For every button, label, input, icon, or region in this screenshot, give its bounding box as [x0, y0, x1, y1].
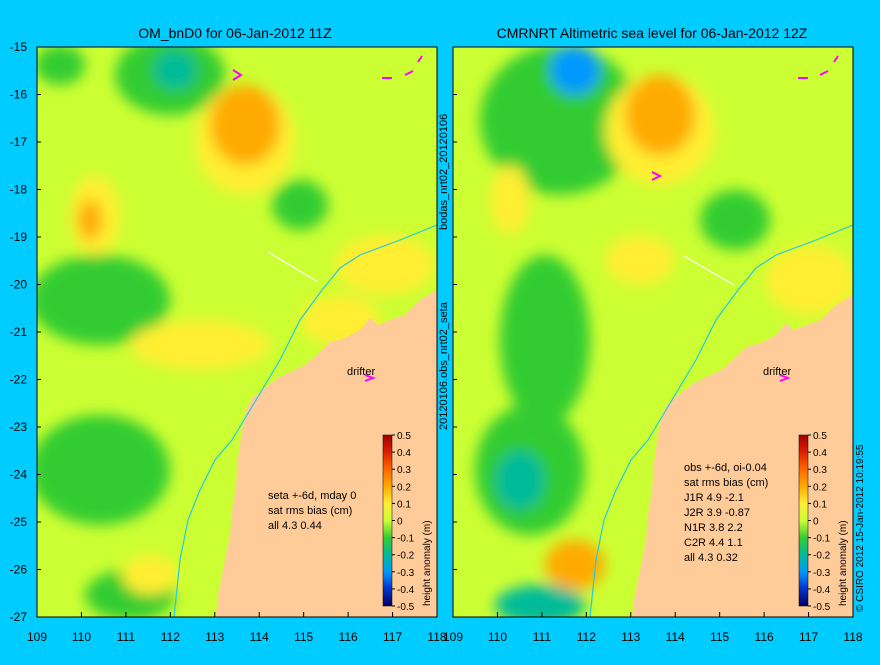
colorbar-tick-label: -0.1	[397, 534, 415, 545]
y-tick-label: -17	[10, 135, 28, 149]
left-side-label: 20120106.obs_nrt02_seta	[438, 301, 450, 430]
left-drifter-label: drifter	[347, 366, 375, 378]
colorbar-tick-label: 0.1	[397, 499, 411, 510]
colorbar-tick-label: 0	[397, 517, 403, 528]
y-tick-label: -15	[10, 40, 28, 54]
y-tick-label: -24	[10, 468, 28, 482]
left-land	[216, 290, 437, 617]
right-stats-line: obs +-6d, oi-0.04	[684, 462, 767, 474]
x-tick-label: 114	[666, 630, 685, 644]
x-tick-label: 112	[577, 630, 596, 644]
x-tick-label: 118	[427, 630, 446, 644]
x-tick-label: 118	[843, 630, 862, 644]
right-stats-line: sat rms bias (cm)	[684, 477, 768, 489]
colorbar-tick-label: 0.4	[397, 448, 411, 459]
y-tick-label: -27	[10, 610, 28, 624]
colorbar-tick-label: -0.1	[813, 534, 831, 545]
colorbar-tick-label: -0.3	[397, 568, 415, 579]
colorbar-tick-label: -0.4	[813, 585, 831, 596]
y-tick-label: -25	[10, 515, 28, 529]
x-tick-label: 112	[161, 630, 180, 644]
left-stats-line: all 4.3 0.44	[268, 520, 322, 532]
x-tick-label: 114	[250, 630, 269, 644]
x-tick-label: 110	[72, 630, 91, 644]
right-land	[632, 295, 853, 617]
y-tick-label: -26	[10, 563, 28, 577]
y-tick-label: -22	[10, 373, 28, 387]
colorbar-tick-label: 0.2	[397, 482, 411, 493]
colorbar-tick-label: -0.2	[813, 551, 831, 562]
left-stats-line: sat rms bias (cm)	[268, 505, 352, 517]
right-side-label: bodas_nrt02_20120106	[438, 114, 450, 230]
x-tick-label: 111	[117, 630, 136, 644]
x-tick-label: 115	[294, 630, 313, 644]
x-tick-label: 116	[339, 630, 358, 644]
y-tick-label: -16	[10, 88, 28, 102]
y-tick-label: -21	[10, 325, 28, 339]
right-colorbar-label: height anomaly (m)	[838, 520, 849, 606]
x-tick-label: 117	[799, 630, 818, 644]
right-stats-line: J2R 3.9 -0.87	[684, 507, 750, 519]
y-tick-label: -18	[10, 183, 28, 197]
right-map-title: CMRNRT Altimetric sea level for 06-Jan-2…	[497, 25, 808, 41]
left-colorbar: 0.5 0.4 0.3 0.2 0.1 0 -0.1 -0.2 -0.3 -0.4 -0.5 hei…	[382, 431, 433, 613]
x-tick-label: 115	[710, 630, 729, 644]
x-tick-label: 109	[27, 630, 47, 644]
colorbar-tick-label: -0.4	[397, 585, 415, 596]
right-colorbar: 0.5 0.4 0.3 0.2 0.1 0 -0.1 -0.2 -0.3 -0.4 -0.5 hei…	[798, 431, 849, 613]
y-tick-label: -20	[10, 278, 28, 292]
copyright-credit: © CSIRO 2012 15-Jan-2012 10:19:55	[855, 444, 866, 612]
right-stats-line: J1R 4.9 -2.1	[684, 492, 744, 504]
x-tick-label: 113	[205, 630, 224, 644]
left-stats: seta +-6d, mday 0 sat rms bias (cm) all …	[268, 490, 356, 532]
right-drifter-label: drifter	[763, 366, 791, 378]
colorbar-tick-label: 0.5	[813, 431, 827, 442]
right-stats: obs +-6d, oi-0.04 sat rms bias (cm) J1R …	[684, 462, 768, 564]
x-tick-label: 117	[383, 630, 402, 644]
colorbar-tick-label: 0.3	[397, 465, 411, 476]
x-tick-label: 116	[755, 630, 774, 644]
colorbar-tick-label: 0.1	[813, 499, 827, 510]
colorbar-tick-label: 0.3	[813, 465, 827, 476]
y-tick-label: -19	[10, 230, 28, 244]
colorbar-tick-label: -0.5	[813, 602, 831, 613]
x-tick-label: 113	[621, 630, 640, 644]
colorbar-tick-label: 0.4	[813, 448, 827, 459]
x-tick-label: 111	[533, 630, 552, 644]
left-stats-line: seta +-6d, mday 0	[268, 490, 356, 502]
colorbar-tick-label: 0.5	[397, 431, 411, 442]
x-tick-label: 109	[443, 630, 463, 644]
right-stats-line: all 4.3 0.32	[684, 552, 738, 564]
colorbar-tick-label: 0	[813, 517, 819, 528]
left-map	[37, 47, 437, 617]
colorbar-tick-label: -0.2	[397, 551, 415, 562]
colorbar-tick-label: -0.3	[813, 568, 831, 579]
right-stats-line: N1R 3.8 2.2	[684, 522, 743, 534]
left-colorbar-label: height anomaly (m)	[422, 520, 433, 606]
x-tick-label: 110	[488, 630, 507, 644]
y-tick-label: -23	[10, 420, 28, 434]
right-map	[453, 47, 853, 617]
colorbar-tick-label: -0.5	[397, 602, 415, 613]
left-map-title: OM_bnD0 for 06-Jan-2012 11Z	[138, 25, 332, 41]
colorbar-tick-label: 0.2	[813, 482, 827, 493]
right-stats-line: C2R 4.4 1.1	[684, 537, 743, 549]
